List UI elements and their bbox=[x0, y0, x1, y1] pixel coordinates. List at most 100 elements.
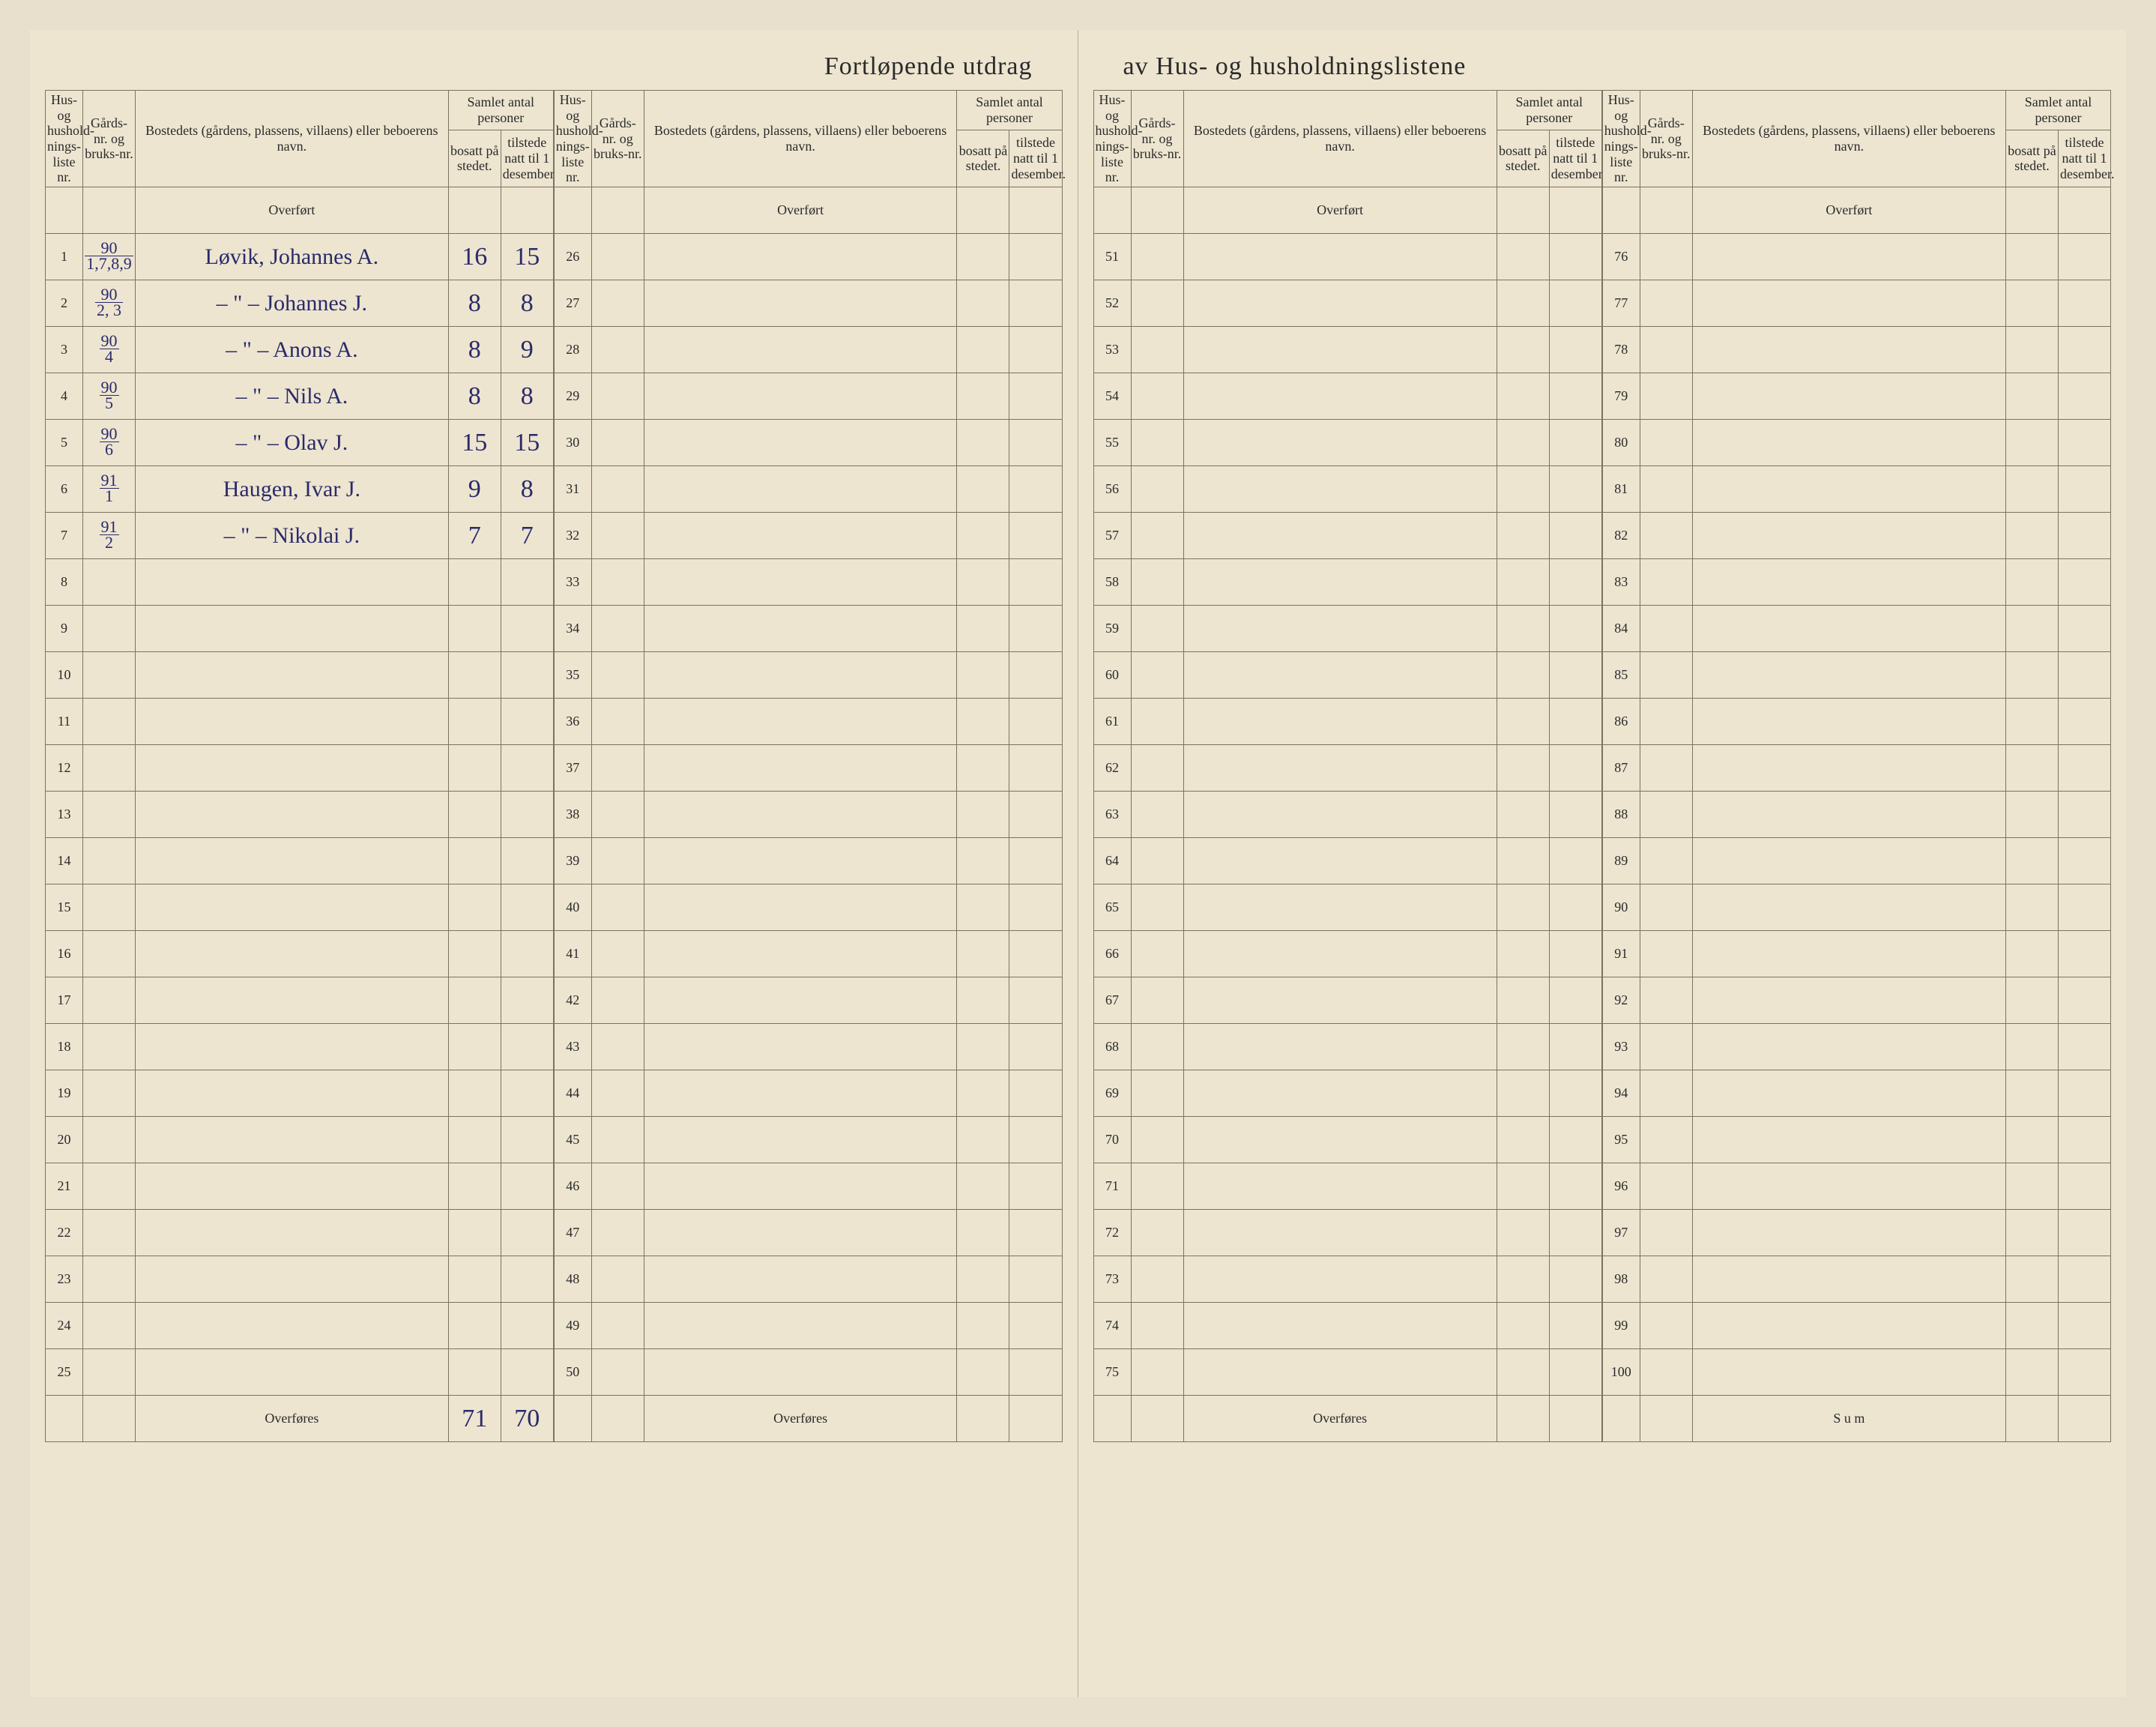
hdr-gard: Gårds-nr. og bruks-nr. bbox=[1640, 91, 1692, 187]
bosatt-cell bbox=[448, 1070, 501, 1117]
row-number: 45 bbox=[554, 1117, 591, 1163]
bosatt-cell bbox=[1497, 977, 1549, 1024]
hdr-liste: Hus- og hushold-nings-liste nr. bbox=[554, 91, 591, 187]
gard-cell bbox=[591, 1024, 644, 1070]
navn-cell bbox=[1692, 1303, 2005, 1349]
tilstede-cell bbox=[501, 559, 553, 606]
tilstede-cell bbox=[501, 606, 553, 652]
hdr-liste: Hus- og hushold-nings-liste nr. bbox=[1093, 91, 1131, 187]
tilstede-cell: 8 bbox=[501, 280, 553, 327]
bosatt-cell bbox=[1497, 652, 1549, 699]
tilstede-cell bbox=[1549, 884, 1601, 931]
row-number: 6 bbox=[46, 466, 83, 513]
row-number: 50 bbox=[554, 1349, 591, 1396]
table-row: 71 bbox=[1093, 1163, 1601, 1210]
tilstede-cell bbox=[1549, 792, 1601, 838]
tilstede-cell bbox=[1549, 838, 1601, 884]
bosatt-cell: 8 bbox=[448, 373, 501, 420]
tilstede-cell bbox=[501, 792, 553, 838]
tilstede-cell bbox=[1549, 931, 1601, 977]
bosatt-cell bbox=[957, 1163, 1009, 1210]
tilstede-cell: 8 bbox=[501, 466, 553, 513]
tilstede-cell bbox=[1009, 792, 1062, 838]
tilstede-cell bbox=[2058, 373, 2110, 420]
row-number: 26 bbox=[554, 234, 591, 280]
navn-cell bbox=[1692, 606, 2005, 652]
table-row: 75 bbox=[1093, 1349, 1601, 1396]
navn-cell bbox=[136, 559, 449, 606]
table-row: 76 bbox=[1602, 234, 2110, 280]
table-row: 92 bbox=[1602, 977, 2110, 1024]
bosatt-cell bbox=[1497, 1117, 1549, 1163]
navn-cell bbox=[644, 234, 957, 280]
tilstede-cell bbox=[501, 1256, 553, 1303]
overfort-label: Overført bbox=[1692, 187, 2005, 234]
table-row: 72 bbox=[1093, 1210, 1601, 1256]
gard-cell: 902, 3 bbox=[83, 280, 136, 327]
row-number: 66 bbox=[1093, 931, 1131, 977]
navn-cell bbox=[136, 1117, 449, 1163]
table-row: 60 bbox=[1093, 652, 1601, 699]
tilstede-cell bbox=[1009, 1303, 1062, 1349]
row-number: 40 bbox=[554, 884, 591, 931]
bosatt-cell bbox=[1497, 838, 1549, 884]
gard-cell bbox=[1131, 1303, 1183, 1349]
table-row: 90 bbox=[1602, 884, 2110, 931]
tilstede-cell bbox=[2058, 280, 2110, 327]
tilstede-cell bbox=[1009, 466, 1062, 513]
row-number: 76 bbox=[1602, 234, 1640, 280]
gard-cell bbox=[1131, 1256, 1183, 1303]
table-row: 42 bbox=[554, 977, 1062, 1024]
tilstede-cell bbox=[2058, 977, 2110, 1024]
table-row: 86 bbox=[1602, 699, 2110, 745]
gard-cell bbox=[591, 373, 644, 420]
row-number: 77 bbox=[1602, 280, 1640, 327]
tilstede-cell bbox=[1009, 1256, 1062, 1303]
gard-cell bbox=[591, 838, 644, 884]
navn-cell bbox=[1692, 1117, 2005, 1163]
table-row: 11 bbox=[46, 699, 554, 745]
gard-cell bbox=[591, 652, 644, 699]
bosatt-cell bbox=[1497, 1070, 1549, 1117]
table-row: 16 bbox=[46, 931, 554, 977]
row-number: 61 bbox=[1093, 699, 1131, 745]
gard-cell bbox=[591, 513, 644, 559]
hdr-bosatt: bosatt på stedet. bbox=[1497, 130, 1549, 187]
hdr-samlet: Samlet antal personer bbox=[448, 91, 553, 130]
navn-cell bbox=[136, 745, 449, 792]
bosatt-cell bbox=[1497, 1256, 1549, 1303]
table-row: 77 bbox=[1602, 280, 2110, 327]
title-right: av Hus- og husholdningslistene bbox=[1093, 52, 2112, 81]
gard-cell bbox=[1131, 559, 1183, 606]
bosatt-cell bbox=[957, 280, 1009, 327]
row-number: 13 bbox=[46, 792, 83, 838]
gard-cell bbox=[591, 1117, 644, 1163]
left-columns: Hus- og hushold-nings-liste nr. Gårds-nr… bbox=[45, 90, 1063, 1442]
bosatt-cell bbox=[957, 931, 1009, 977]
table-row: 6 911 Haugen, Ivar J. 9 8 bbox=[46, 466, 554, 513]
tilstede-cell bbox=[2058, 699, 2110, 745]
gard-cell bbox=[1131, 466, 1183, 513]
table-row: 23 bbox=[46, 1256, 554, 1303]
tilstede-cell bbox=[2058, 931, 2110, 977]
navn-cell bbox=[1183, 420, 1497, 466]
navn-cell bbox=[1692, 466, 2005, 513]
navn-cell: – " – Anons A. bbox=[136, 327, 449, 373]
row-number: 22 bbox=[46, 1210, 83, 1256]
total-tilstede bbox=[1549, 1396, 1601, 1442]
hdr-samlet: Samlet antal personer bbox=[1497, 91, 1601, 130]
table-row: 44 bbox=[554, 1070, 1062, 1117]
row-number: 68 bbox=[1093, 1024, 1131, 1070]
tilstede-cell bbox=[1549, 559, 1601, 606]
bosatt-cell bbox=[957, 466, 1009, 513]
table-row: 9 bbox=[46, 606, 554, 652]
row-number: 44 bbox=[554, 1070, 591, 1117]
bosatt-cell bbox=[1497, 1303, 1549, 1349]
tilstede-cell bbox=[1009, 652, 1062, 699]
hdr-bosatt: bosatt på stedet. bbox=[957, 130, 1009, 187]
navn-cell bbox=[644, 1024, 957, 1070]
tilstede-cell bbox=[1009, 745, 1062, 792]
row-number: 53 bbox=[1093, 327, 1131, 373]
gard-cell bbox=[1131, 838, 1183, 884]
gard-cell bbox=[83, 977, 136, 1024]
